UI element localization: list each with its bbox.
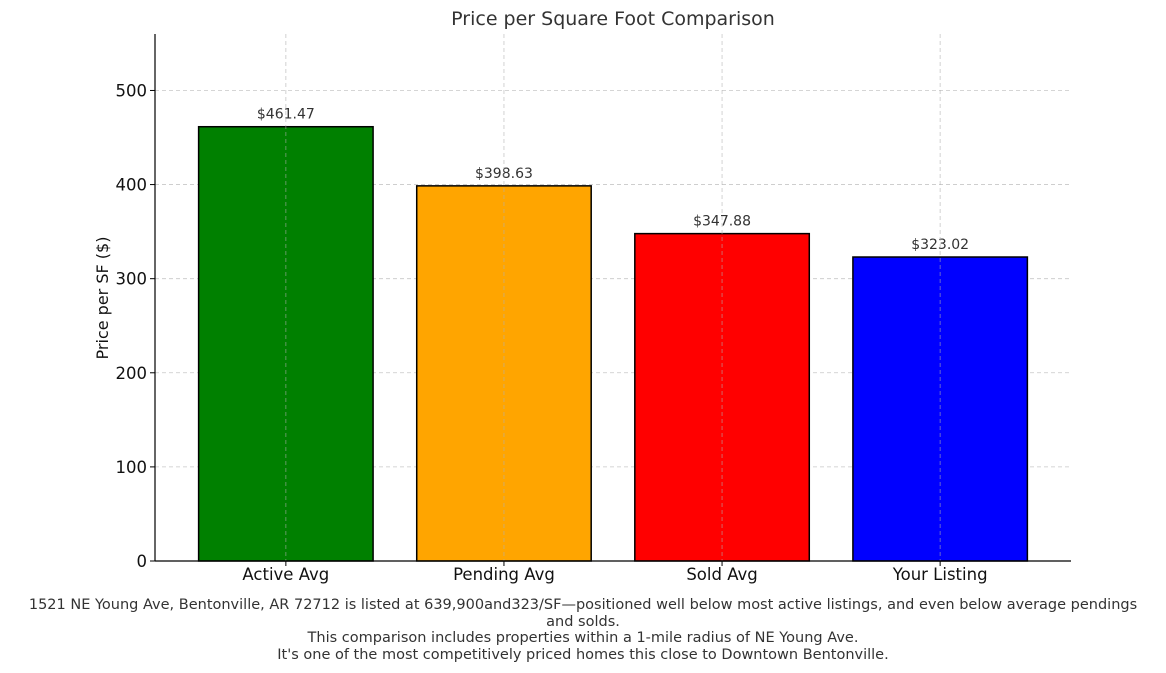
chart-caption: 1521 NE Young Ave, Bentonville, AR 72712…: [0, 597, 1166, 663]
y-tick-label-0: 0: [137, 552, 148, 571]
caption-line-2: This comparison includes properties with…: [307, 630, 859, 646]
tick-labels: Active Avg Pending Avg Sold Avg Your Listin…: [116, 81, 988, 584]
bar-value-label-1: $398.63: [475, 166, 533, 182]
caption-line-1: 1521 NE Young Ave, Bentonville, AR 72712…: [28, 597, 1138, 630]
y-tick-label-5: 500: [116, 81, 148, 100]
y-tick-label-4: 400: [116, 176, 148, 195]
y-axis-label: Price per SF ($): [93, 237, 112, 360]
y-tick-label-1: 100: [116, 458, 148, 477]
caption-line-3: It's one of the most competitively price…: [277, 646, 889, 663]
chart-title: Price per Square Foot Comparison: [451, 8, 775, 30]
price-per-sf-chart: Price per Square Foot Comparison $461.47…: [93, 8, 1071, 584]
bars: $461.47$398.63$347.88$323.02: [197, 34, 1029, 562]
x-tick-label-0: Active Avg: [242, 565, 329, 584]
x-tick-label-2: Sold Avg: [686, 565, 757, 584]
y-tick-label-3: 300: [116, 270, 148, 289]
x-tick-label-3: Your Listing: [892, 565, 988, 584]
x-tick-label-1: Pending Avg: [453, 565, 555, 584]
axes: [150, 34, 1071, 566]
bar-value-label-2: $347.88: [693, 214, 751, 230]
y-tick-label-2: 200: [116, 364, 148, 383]
